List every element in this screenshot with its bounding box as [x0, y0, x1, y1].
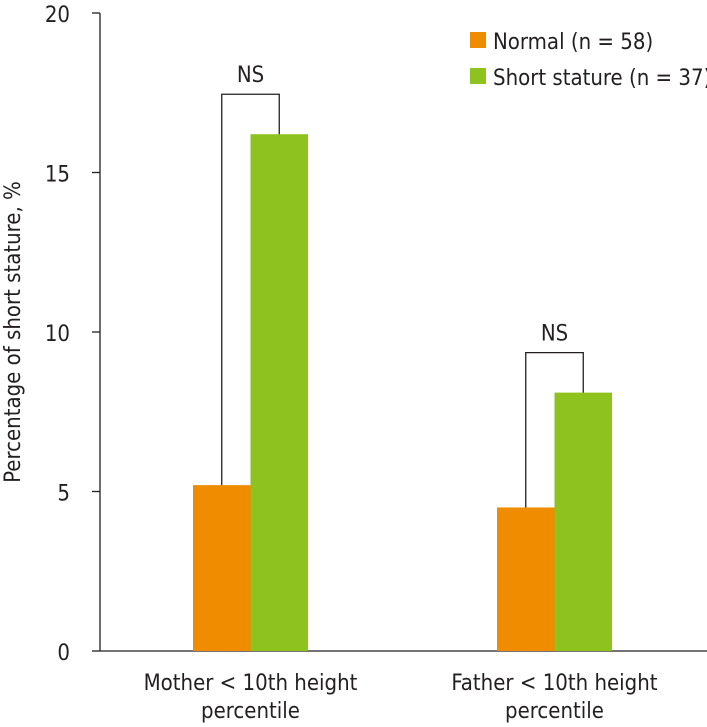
x-category-label: Father < 10th height	[451, 671, 657, 696]
legend-label: Normal (n = 58)	[493, 30, 653, 55]
significance-label: NS	[541, 322, 568, 347]
bar-short-stature	[554, 392, 612, 651]
y-tick-label: 5	[57, 482, 70, 507]
x-category-label: percentile	[505, 699, 604, 724]
y-tick-label: 0	[57, 641, 70, 666]
significance-bracket	[221, 93, 280, 486]
bar-short-stature	[250, 134, 308, 652]
bar-normal	[193, 485, 251, 651]
significance-bracket	[525, 351, 584, 508]
x-category-label: Mother < 10th height	[144, 671, 358, 696]
y-tick-label: 20	[45, 3, 70, 28]
legend-swatch	[470, 32, 486, 48]
x-category-label: percentile	[201, 699, 300, 724]
bar-normal	[497, 507, 555, 651]
y-tick-label: 10	[45, 322, 70, 347]
significance-label: NS	[237, 63, 264, 88]
legend-label: Short stature (n = 37)	[493, 66, 707, 91]
y-tick-label: 15	[45, 163, 70, 188]
y-axis-label: Percentage of short stature, %	[1, 181, 26, 483]
legend-swatch	[470, 68, 486, 84]
